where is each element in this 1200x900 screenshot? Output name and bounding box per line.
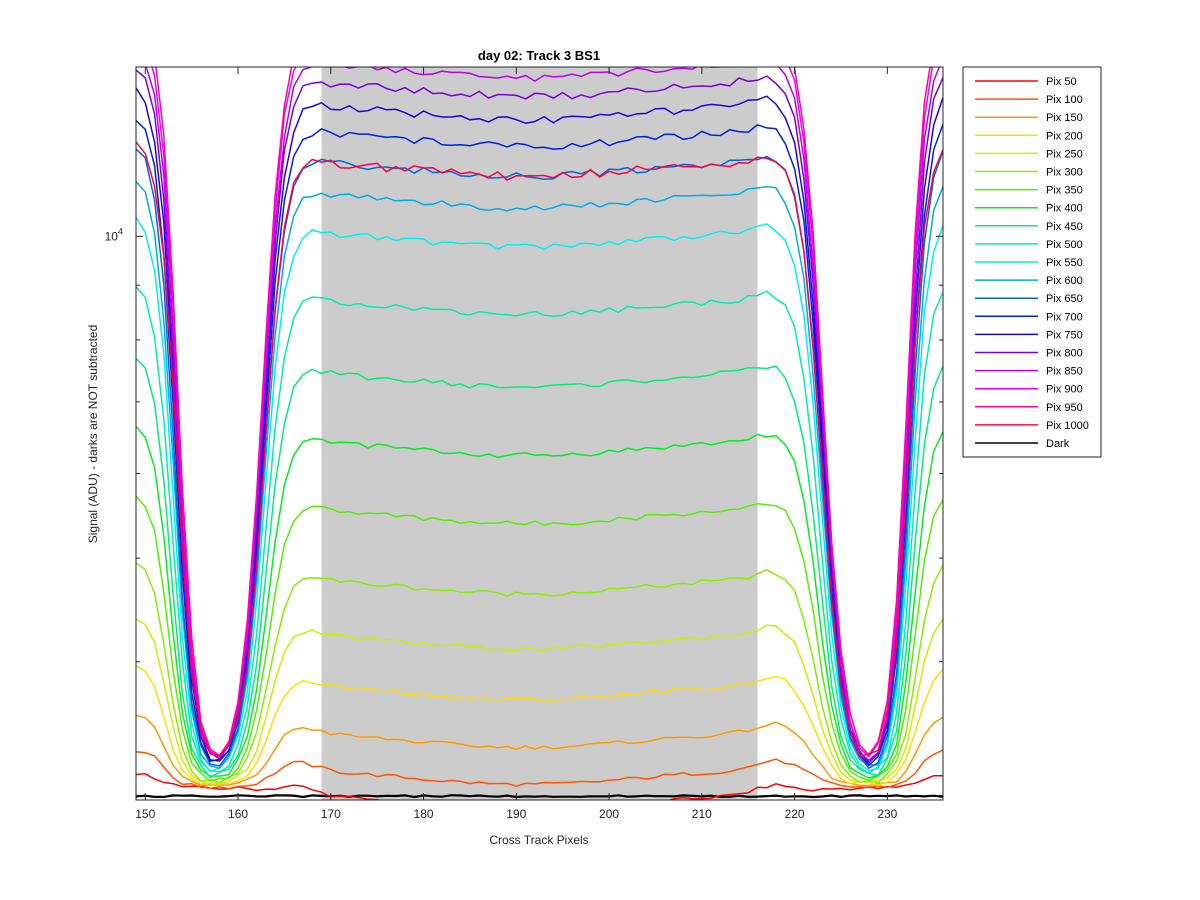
series-line-pix-700 (136, 119, 943, 767)
legend-items: Pix 50 Pix 100 Pix 150 Pix 200 Pix 250 Pix 30… (975, 76, 1089, 450)
legend-item: Pix 550 (975, 257, 1083, 269)
x-tick-label: 180 (414, 807, 434, 821)
series-line-pix-850 (145, 67, 941, 762)
series-line-pix-750 (136, 87, 943, 764)
legend-item: Pix 250 (975, 148, 1083, 160)
series-line-dark (136, 794, 943, 799)
legend-label: Pix 900 (1046, 384, 1083, 396)
legend-label: Dark (1046, 438, 1070, 450)
axes-box (135, 66, 944, 801)
y-axis-ticks (136, 235, 943, 796)
legend-label: Pix 500 (1046, 239, 1083, 251)
legend-label: Pix 950 (1046, 402, 1083, 414)
legend-label: Pix 750 (1046, 329, 1083, 341)
legend-item: Pix 750 (975, 329, 1083, 341)
legend-item: Pix 350 (975, 185, 1083, 197)
legend-label: Pix 150 (1046, 112, 1083, 124)
x-tick-label: 210 (692, 807, 712, 821)
x-tick-label: 170 (321, 807, 341, 821)
x-tick-label: 160 (228, 807, 248, 821)
x-tick-label: 230 (877, 807, 897, 821)
x-axis-ticks: 150 160 170 180 190 200 210 220 230 (135, 67, 898, 821)
series-line-pix-450 (136, 357, 943, 779)
series-line-pix-900 (151, 67, 933, 758)
legend-item: Pix 300 (975, 167, 1083, 179)
legend-item: Pix 150 (975, 112, 1083, 124)
legend-label: Pix 400 (1046, 203, 1083, 215)
legend-label: Pix 800 (1046, 348, 1083, 360)
legend-label: Pix 650 (1046, 293, 1083, 305)
legend-item: Pix 500 (975, 239, 1083, 251)
x-tick-label: 190 (506, 807, 526, 821)
legend-item: Pix 800 (975, 348, 1083, 360)
shaded-region (321, 67, 758, 800)
x-tick-label: 150 (135, 807, 155, 821)
legend-label: Pix 600 (1046, 275, 1083, 287)
series-line-pix-500 (136, 286, 943, 774)
legend-item: Pix 400 (975, 203, 1083, 215)
series-line-pix-950 (155, 67, 931, 757)
series-line-pix-550 (136, 216, 943, 773)
legend-item: Pix 450 (975, 221, 1083, 233)
y-axis-label: Signal (ADU) - darks are NOT subtracted (86, 325, 100, 544)
legend-item: Pix 1000 (975, 420, 1089, 432)
series-line-pix-400 (136, 426, 943, 779)
legend-label: Pix 200 (1046, 130, 1083, 142)
series-line-pix-200 (136, 665, 943, 787)
legend-label: Pix 250 (1046, 148, 1083, 160)
legend-item: Pix 600 (975, 275, 1083, 287)
legend-item: Pix 100 (975, 94, 1083, 106)
legend-item: Pix 650 (975, 293, 1083, 305)
y-tick-base: 104 (105, 226, 123, 243)
legend-label: Pix 100 (1046, 94, 1083, 106)
plot-area: 150 160 170 180 190 200 210 220 230 (135, 66, 944, 821)
series-line-pix-1000 (136, 141, 943, 758)
legend-item: Dark (975, 438, 1070, 450)
series-line-pix-100 (136, 749, 943, 790)
series-group (136, 67, 943, 800)
legend-item: Pix 950 (975, 402, 1083, 414)
x-tick-label: 200 (599, 807, 619, 821)
series-line-pix-150 (136, 714, 943, 787)
legend-label: Pix 550 (1046, 257, 1083, 269)
legend-label: Pix 300 (1046, 167, 1083, 179)
x-tick-label: 220 (785, 807, 805, 821)
series-line-pix-250 (136, 618, 943, 785)
legend-label: Pix 50 (1046, 76, 1077, 88)
legend-item: Pix 50 (975, 76, 1077, 88)
legend-label: Pix 350 (1046, 185, 1083, 197)
legend-label: Pix 1000 (1046, 420, 1089, 432)
legend-label: Pix 700 (1046, 311, 1083, 323)
legend: Pix 50 Pix 100 Pix 150 Pix 200 Pix 250 Pix 30… (962, 66, 1102, 458)
legend-item: Pix 700 (975, 311, 1083, 323)
y-tick-label-10e4: 104 (105, 226, 123, 243)
series-line-pix-50 (136, 773, 943, 800)
chart-title: day 02: Track 3 BS1 (478, 48, 600, 63)
series-line-pix-300 (136, 562, 943, 784)
legend-label: Pix 450 (1046, 221, 1083, 233)
legend-item: Pix 200 (975, 130, 1083, 142)
legend-item: Pix 900 (975, 384, 1083, 396)
legend-item: Pix 850 (975, 366, 1083, 378)
series-line-pix-350 (136, 495, 943, 782)
legend-label: Pix 850 (1046, 366, 1083, 378)
x-axis-label: Cross Track Pixels (489, 833, 588, 847)
series-line-pix-600 (136, 181, 943, 770)
series-line-pix-800 (136, 69, 943, 765)
